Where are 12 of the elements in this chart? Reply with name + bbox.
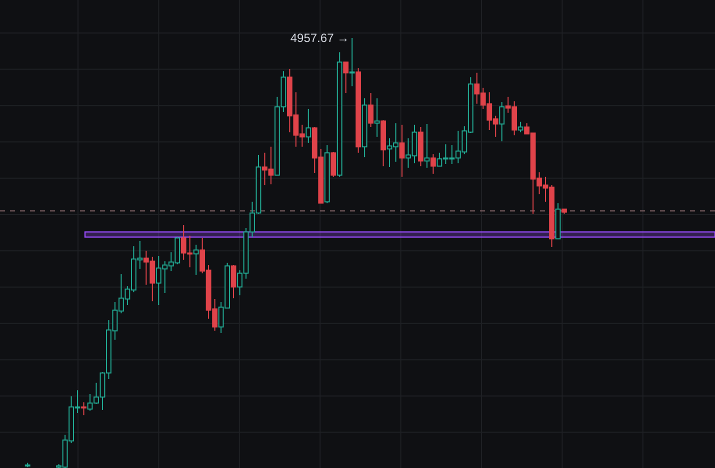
candlestick	[399, 124, 405, 178]
candlestick	[424, 124, 430, 168]
candlestick	[368, 92, 374, 128]
candlestick	[362, 98, 368, 158]
candlestick	[499, 102, 505, 142]
candlestick	[374, 98, 380, 138]
candlestick	[349, 38, 355, 87]
candlestick	[81, 402, 86, 416]
candlestick	[430, 154, 436, 174]
annotation: 4957.67 →	[290, 31, 350, 45]
candlestick	[306, 108, 312, 144]
candlestick	[356, 68, 362, 154]
